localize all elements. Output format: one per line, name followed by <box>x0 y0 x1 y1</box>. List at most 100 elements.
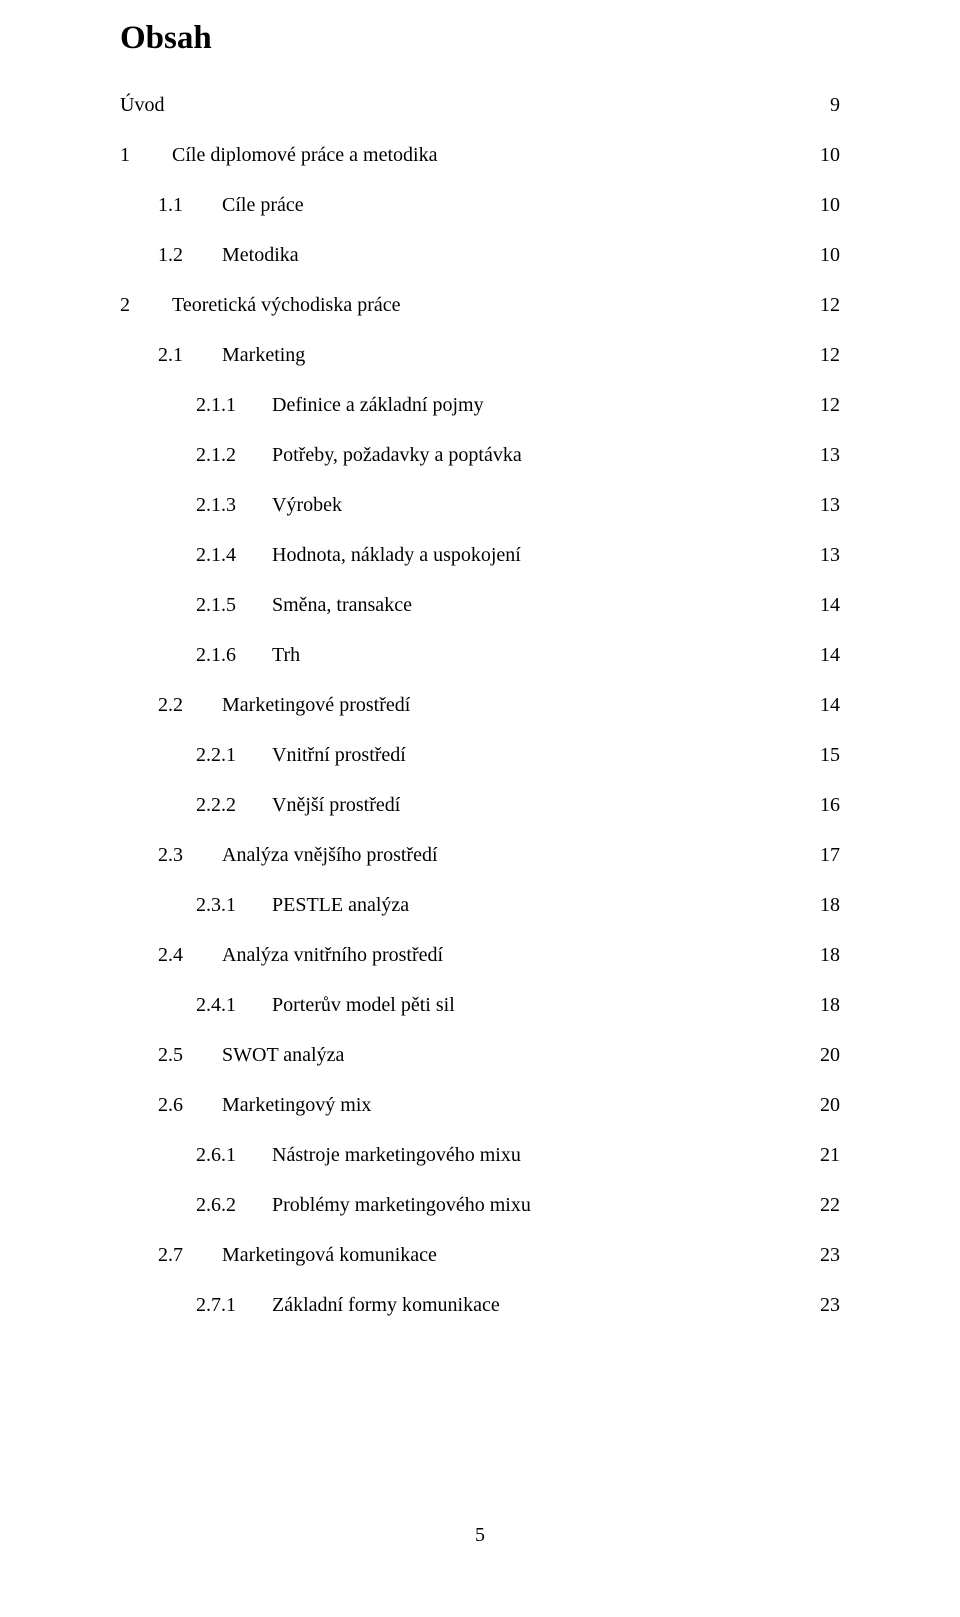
toc-row: 2.4.1Porterův model pěti sil 18 <box>120 993 840 1017</box>
toc-title: Nástroje marketingového mixu <box>260 1143 521 1167</box>
toc-row: 2.1.3Výrobek 13 <box>120 493 840 517</box>
toc-number: 2.7.1 <box>196 1293 260 1317</box>
toc-title: Cíle diplomové práce a metodika <box>160 143 437 167</box>
toc-row: 2.7.1Základní formy komunikace 23 <box>120 1293 840 1317</box>
toc-number: 2.2.1 <box>196 743 260 767</box>
toc-title: Cíle práce <box>210 193 304 217</box>
toc-number: 2.1.2 <box>196 443 260 467</box>
toc-page: 23 <box>812 1293 840 1317</box>
toc-row: 1.2Metodika 10 <box>120 243 840 267</box>
toc-row: 2.6Marketingový mix 20 <box>120 1093 840 1117</box>
toc-row: 2.1.6Trh 14 <box>120 643 840 667</box>
toc-title: Vnější prostředí <box>260 793 400 817</box>
toc-page: 15 <box>812 743 840 767</box>
toc-title: Potřeby, požadavky a poptávka <box>260 443 522 467</box>
toc-heading: Obsah <box>120 20 840 57</box>
toc-title: Hodnota, náklady a uspokojení <box>260 543 521 567</box>
toc-number: 2.3.1 <box>196 893 260 917</box>
toc-title: Marketingové prostředí <box>210 693 410 717</box>
toc-number: 2.4.1 <box>196 993 260 1017</box>
toc-page: 9 <box>812 93 840 117</box>
toc-page: 22 <box>812 1193 840 1217</box>
toc-number: 1.2 <box>158 243 210 267</box>
toc-title: SWOT analýza <box>210 1043 344 1067</box>
toc-number: 2.6.1 <box>196 1143 260 1167</box>
toc-page: 14 <box>812 593 840 617</box>
toc-page: 14 <box>812 643 840 667</box>
toc-title: PESTLE analýza <box>260 893 409 917</box>
toc-row: 2.1.4Hodnota, náklady a uspokojení 13 <box>120 543 840 567</box>
toc-row: 2.3Analýza vnějšího prostředí17 <box>120 843 840 867</box>
toc-row: 2.2Marketingové prostředí 14 <box>120 693 840 717</box>
toc-page: 12 <box>812 393 840 417</box>
toc-title: Definice a základní pojmy <box>260 393 484 417</box>
toc-row: 2.4Analýza vnitřního prostředí 18 <box>120 943 840 967</box>
toc-page: 18 <box>812 993 840 1017</box>
toc-title: Základní formy komunikace <box>260 1293 500 1317</box>
toc-number: 2.1 <box>158 343 210 367</box>
toc-page: 13 <box>812 443 840 467</box>
toc-row: 2.1.2Potřeby, požadavky a poptávka 13 <box>120 443 840 467</box>
toc-row: 2.5SWOT analýza 20 <box>120 1043 840 1067</box>
toc-title: Metodika <box>210 243 299 267</box>
toc-title: Analýza vnějšího prostředí <box>210 843 438 867</box>
toc-row: 2.2.1Vnitřní prostředí 15 <box>120 743 840 767</box>
toc-number: 2.4 <box>158 943 210 967</box>
toc-page: 23 <box>812 1243 840 1267</box>
toc-title: Trh <box>260 643 300 667</box>
page-number: 5 <box>0 1524 960 1547</box>
toc-number: 2.1.6 <box>196 643 260 667</box>
toc-title: Marketing <box>210 343 305 367</box>
toc-number: 2.2 <box>158 693 210 717</box>
toc-number: 1.1 <box>158 193 210 217</box>
toc-number: 2.1.4 <box>196 543 260 567</box>
toc-row: 1.1Cíle práce 10 <box>120 193 840 217</box>
toc-title: Problémy marketingového mixu <box>260 1193 531 1217</box>
toc-number: 1 <box>120 143 160 167</box>
toc-row: 2.6.1Nástroje marketingového mixu 21 <box>120 1143 840 1167</box>
toc-page: 13 <box>812 543 840 567</box>
toc-number: 2.1.3 <box>196 493 260 517</box>
toc-page: 13 <box>812 493 840 517</box>
toc-number: 2.5 <box>158 1043 210 1067</box>
toc-number: 2.2.2 <box>196 793 260 817</box>
toc-page: 10 <box>812 143 840 167</box>
toc-number: 2.6 <box>158 1093 210 1117</box>
toc-page: 12 <box>812 293 840 317</box>
toc-number: 2.6.2 <box>196 1193 260 1217</box>
toc-page: 20 <box>812 1043 840 1067</box>
toc-list: Úvod91Cíle diplomové práce a metodika101… <box>120 93 840 1317</box>
toc-page: 16 <box>812 793 840 817</box>
toc-page: 20 <box>812 1093 840 1117</box>
toc-row: 2.6.2Problémy marketingového mixu 22 <box>120 1193 840 1217</box>
toc-row: 2Teoretická východiska práce 12 <box>120 293 840 317</box>
toc-page: 18 <box>812 893 840 917</box>
toc-page: 21 <box>812 1143 840 1167</box>
toc-row: 2.3.1PESTLE analýza 18 <box>120 893 840 917</box>
toc-page: 10 <box>812 243 840 267</box>
toc-title: Vnitřní prostředí <box>260 743 406 767</box>
toc-page: 12 <box>812 343 840 367</box>
toc-title: Marketingová komunikace <box>210 1243 437 1267</box>
toc-title: Výrobek <box>260 493 342 517</box>
toc-row: 2.1Marketing 12 <box>120 343 840 367</box>
toc-row: 2.2.2Vnější prostředí 16 <box>120 793 840 817</box>
toc-number: 2 <box>120 293 160 317</box>
toc-title: Analýza vnitřního prostředí <box>210 943 443 967</box>
toc-number: 2.3 <box>158 843 210 867</box>
toc-page: 14 <box>812 693 840 717</box>
toc-row: 2.1.5Směna, transakce14 <box>120 593 840 617</box>
page: Obsah Úvod9 1Cíle diplomové práce a metod… <box>0 0 960 1617</box>
toc-title: Marketingový mix <box>210 1093 371 1117</box>
toc-number: 2.1.5 <box>196 593 260 617</box>
toc-row: Úvod9 <box>120 93 840 117</box>
toc-title: Porterův model pěti sil <box>260 993 455 1017</box>
toc-row: 2.7Marketingová komunikace 23 <box>120 1243 840 1267</box>
toc-title: Teoretická východiska práce <box>160 293 401 317</box>
toc-row: 1Cíle diplomové práce a metodika 10 <box>120 143 840 167</box>
toc-row: 2.1.1Definice a základní pojmy 12 <box>120 393 840 417</box>
toc-number: 2.1.1 <box>196 393 260 417</box>
toc-page: 18 <box>812 943 840 967</box>
toc-number: 2.7 <box>158 1243 210 1267</box>
toc-page: 10 <box>812 193 840 217</box>
